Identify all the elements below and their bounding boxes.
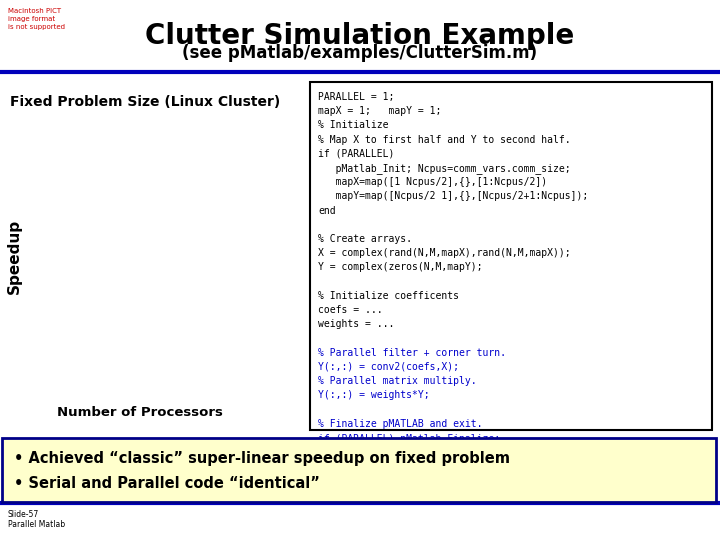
Text: % Initialize: % Initialize [318,120,389,130]
Text: coefs = ...: coefs = ... [318,305,382,315]
Text: mapX=map([1 Ncpus/2],{},[1:Ncpus/2]): mapX=map([1 Ncpus/2],{},[1:Ncpus/2]) [318,177,547,187]
Text: if (PARALLEL) pMatlab_Finalize;: if (PARALLEL) pMatlab_Finalize; [318,433,500,444]
Text: if (PARALLEL): if (PARALLEL) [318,149,395,159]
Text: mapX = 1;   mapY = 1;: mapX = 1; mapY = 1; [318,106,441,116]
Text: mapY=map([Ncpus/2 1],{},[Ncpus/2+1:Ncpus]);: mapY=map([Ncpus/2 1],{},[Ncpus/2+1:Ncpus… [318,191,588,201]
Text: Y(:,:) = conv2(coefs,X);: Y(:,:) = conv2(coefs,X); [318,362,459,372]
Text: % Create arrays.: % Create arrays. [318,234,412,244]
Text: • Serial and Parallel code “identical”: • Serial and Parallel code “identical” [14,476,320,491]
Text: Clutter Simulation Example: Clutter Simulation Example [145,22,575,50]
Text: pMatlab_Init; Ncpus=comm_vars.comm_size;: pMatlab_Init; Ncpus=comm_vars.comm_size; [318,163,571,174]
Text: Y = complex(zeros(N,M,mapY);: Y = complex(zeros(N,M,mapY); [318,262,482,272]
Text: % Initialize coefficents: % Initialize coefficents [318,291,459,301]
Text: Speedup: Speedup [6,219,22,294]
Text: Parallel Matlab: Parallel Matlab [8,520,65,529]
Text: % Parallel filter + corner turn.: % Parallel filter + corner turn. [318,348,506,357]
Text: (see pMatlab/examples/ClutterSim.m): (see pMatlab/examples/ClutterSim.m) [182,44,538,62]
Text: % Finalize pMATLAB and exit.: % Finalize pMATLAB and exit. [318,418,482,429]
Text: Fixed Problem Size (Linux Cluster): Fixed Problem Size (Linux Cluster) [10,95,280,109]
Text: PARALLEL = 1;: PARALLEL = 1; [318,92,395,102]
Text: Number of Processors: Number of Processors [57,407,223,420]
Text: • Achieved “classic” super-linear speedup on fixed problem: • Achieved “classic” super-linear speedu… [14,451,510,466]
Text: Slide-57: Slide-57 [8,510,40,519]
Bar [2,438,716,502]
Text: Y(:,:) = weights*Y;: Y(:,:) = weights*Y; [318,390,430,400]
Text: end: end [318,206,336,215]
Text: weights = ...: weights = ... [318,319,395,329]
Text: % Parallel matrix multiply.: % Parallel matrix multiply. [318,376,477,386]
Text: Macintosh PICT
image format
is not supported: Macintosh PICT image format is not suppo… [8,8,65,30]
Text: % Map X to first half and Y to second half.: % Map X to first half and Y to second ha… [318,134,571,145]
Bar [310,82,712,430]
Text: X = complex(rand(N,M,mapX),rand(N,M,mapX));: X = complex(rand(N,M,mapX),rand(N,M,mapX… [318,248,571,258]
